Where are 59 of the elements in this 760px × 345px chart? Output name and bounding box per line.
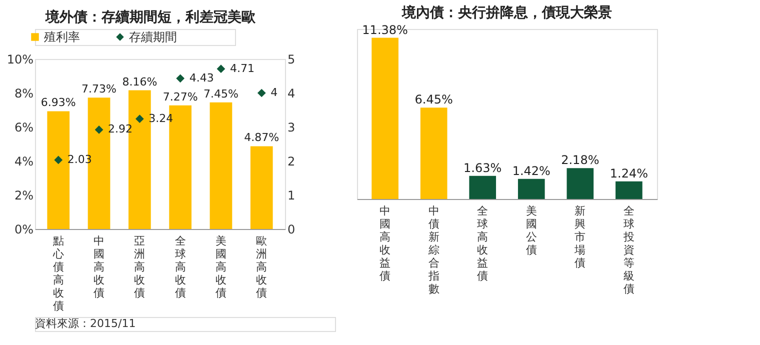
x-tick-label: 中國高收債 — [94, 234, 105, 300]
source-note: 資料來源：2015/11 — [35, 317, 136, 330]
data-label: 4.71 — [230, 62, 254, 75]
data-label: 4 — [270, 86, 278, 99]
data-label: 6.93% — [40, 96, 76, 110]
y-tick-label: 10% — [6, 52, 34, 66]
data-label: 4.87% — [244, 131, 280, 144]
legend-label: 殖利率 — [44, 30, 80, 44]
x-tick-label: 歐洲高收債 — [256, 234, 268, 300]
y-tick-label: 4% — [14, 154, 34, 168]
bar — [420, 108, 448, 199]
x-tick-label: 全球投資等級債 — [622, 204, 634, 296]
x-tick-label: 新興市場債 — [574, 204, 586, 270]
x-tick-label: 亞洲高收債 — [134, 234, 146, 300]
bar — [616, 181, 642, 199]
point — [257, 88, 266, 98]
y2-tick-label: 5 — [288, 52, 296, 66]
y-tick-label: 6% — [14, 120, 34, 134]
x-tick-label: 中債新綜合指數 — [427, 204, 440, 296]
y-tick-label: 2% — [14, 188, 34, 202]
point — [216, 64, 226, 74]
x-tick-label: 中國高收益債 — [380, 204, 391, 282]
bar — [47, 111, 70, 229]
y2-tick-label: 4 — [288, 86, 296, 100]
data-label: 7.45% — [204, 87, 238, 100]
bar — [469, 176, 496, 199]
y2-tick-label: 0 — [288, 222, 296, 236]
data-label: 7.27% — [162, 90, 198, 104]
data-label: 6.45% — [414, 92, 453, 107]
y-tick-label: 8% — [14, 86, 34, 100]
point — [135, 114, 144, 124]
data-label: 2.18% — [561, 153, 600, 168]
data-label: 8.16% — [122, 75, 158, 88]
chart-title: 境外債：存續期間短，利差冠美歐 — [44, 8, 256, 26]
data-label: 1.63% — [464, 160, 502, 175]
data-label: 1.42% — [512, 164, 550, 178]
data-label: 1.24% — [610, 166, 648, 180]
y2-tick-label: 2 — [288, 154, 296, 168]
x-tick-label: 美國公債 — [526, 204, 537, 256]
point — [54, 156, 63, 164]
bar — [372, 38, 398, 199]
point — [176, 74, 185, 83]
y2-tick-label: 1 — [288, 188, 296, 202]
x-tick-label: 全球高收債 — [174, 234, 186, 300]
chart-title: 境內債：央行拚降息，債現大榮景 — [401, 4, 612, 21]
x-tick-label: 美國高收債 — [215, 234, 226, 300]
x-tick-label: 點心債高收債 — [52, 234, 64, 312]
y-tick-label: 0% — [14, 222, 34, 236]
legend-label: 存續期間 — [129, 30, 177, 44]
bar — [250, 146, 273, 229]
data-label: 7.73% — [82, 82, 116, 96]
point — [94, 126, 104, 134]
data-label: 11.38% — [362, 22, 408, 37]
bar — [566, 168, 594, 199]
bar — [210, 102, 232, 229]
bar — [518, 178, 545, 199]
x-tick-label: 全球高收益債 — [477, 204, 488, 282]
y2-tick-label: 3 — [288, 120, 296, 134]
data-label: 4.43 — [189, 71, 214, 84]
